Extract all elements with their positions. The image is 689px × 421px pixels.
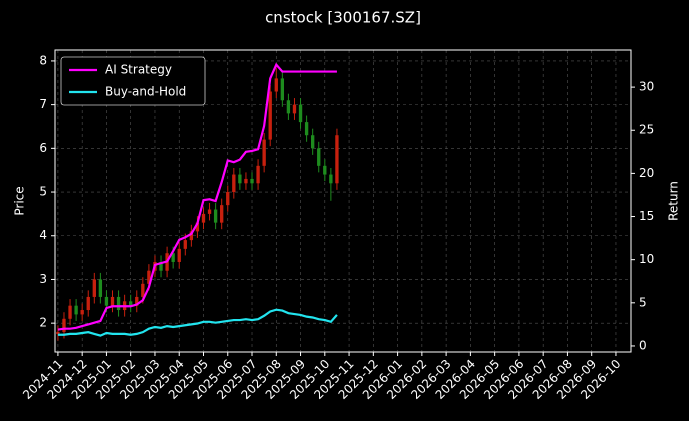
candle-body <box>220 205 224 223</box>
candle-body <box>268 91 272 140</box>
candle-body <box>274 78 278 92</box>
y-tick-label: 3 <box>39 272 47 286</box>
candle-body <box>98 279 103 297</box>
candle-body <box>298 104 303 123</box>
return-line <box>57 62 337 331</box>
candle-body <box>129 301 133 306</box>
candle-body <box>207 209 212 214</box>
y-tick-label: 7 <box>39 97 47 111</box>
candle-body <box>116 296 121 311</box>
candle-body <box>80 310 84 315</box>
candle-body <box>329 174 333 184</box>
y-tick-label: 2 <box>39 316 47 330</box>
candle-body <box>317 148 321 166</box>
candle-body <box>62 318 66 332</box>
y2-tick-label: 20 <box>639 166 654 180</box>
candle-body <box>177 248 181 262</box>
y2-tick-label: 25 <box>639 123 654 137</box>
y2-tick-label: 0 <box>639 338 647 352</box>
candle-body <box>183 240 187 249</box>
candle-body <box>244 178 248 184</box>
candle-body <box>56 331 60 335</box>
plot-frame <box>54 49 632 353</box>
chart-title: cnstock [300167.SZ] <box>265 9 421 27</box>
candle-body <box>68 305 72 319</box>
candle-body <box>280 78 285 101</box>
candle-body <box>195 222 200 232</box>
candle-body <box>250 178 254 184</box>
y2-tick-label: 15 <box>639 209 654 223</box>
candle-body <box>232 174 236 193</box>
candle-body <box>262 139 266 166</box>
candle-body <box>141 283 145 297</box>
candle-body <box>171 253 175 262</box>
y-tick-label: 4 <box>39 228 47 242</box>
candle-body <box>159 261 163 271</box>
candle-body <box>311 135 315 149</box>
y-tick-label: 8 <box>39 53 47 67</box>
y-axis-label: Price <box>13 186 27 215</box>
candle-body <box>110 296 115 306</box>
candle-body <box>189 231 194 241</box>
y2-axis-label: Return <box>667 181 681 221</box>
candle-body <box>92 279 96 297</box>
legend-label: Buy-and-Hold <box>105 85 186 99</box>
candle-body <box>304 122 309 136</box>
y2-tick-label: 30 <box>639 80 654 94</box>
candle-body <box>213 209 218 223</box>
candle-body <box>135 296 139 306</box>
candle-body <box>286 100 291 114</box>
y-tick-label: 6 <box>39 141 47 155</box>
candle-body <box>86 296 90 311</box>
y2-tick-label: 5 <box>639 295 647 309</box>
y2-tick-label: 10 <box>639 252 654 266</box>
candle-body <box>147 270 151 284</box>
candle-body <box>323 165 327 175</box>
y-tick-label: 5 <box>39 185 47 199</box>
candle-body <box>104 296 109 306</box>
candle-body <box>238 174 242 184</box>
candle-body <box>292 104 297 114</box>
candle-body <box>201 213 206 223</box>
return-line <box>57 308 338 337</box>
candle-body <box>74 305 78 315</box>
legend-label: AI Strategy <box>105 63 172 77</box>
candle-body <box>256 165 260 184</box>
candle-body <box>226 192 230 206</box>
candle-body <box>335 135 339 184</box>
